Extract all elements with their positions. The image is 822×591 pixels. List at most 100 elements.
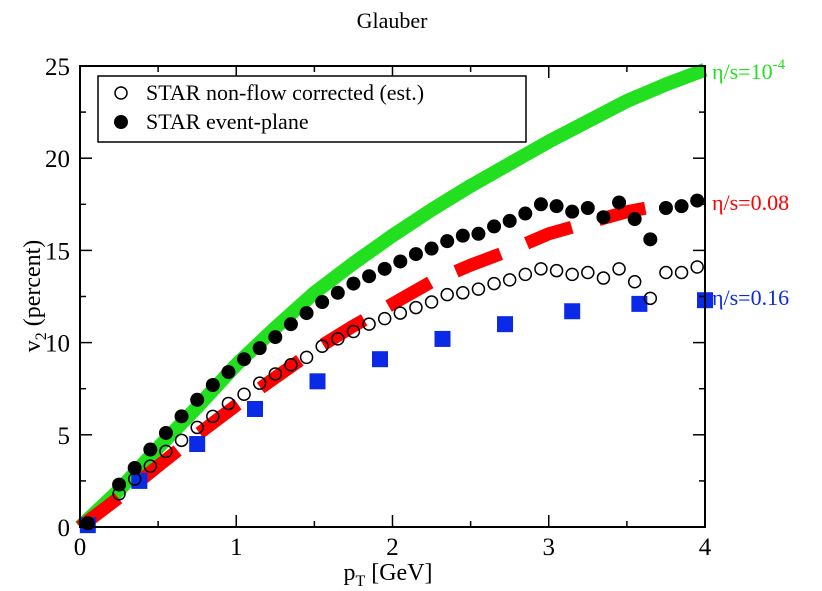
- series-nonflow-point: [393, 306, 408, 320]
- series-nonflow-point: [284, 357, 298, 372]
- series-nonflow-point: [643, 291, 658, 306]
- y-axis-label: v2 (percent): [20, 240, 50, 353]
- series-eta-0.16-marker: [631, 295, 648, 312]
- y-tick-label: 5: [58, 423, 71, 450]
- series-eventplane-point: [80, 516, 95, 531]
- series-eventplane-point: [268, 330, 283, 345]
- series-eventplane-point: [690, 193, 705, 208]
- legend-label-nonflow: STAR non-flow corrected (est.): [146, 80, 424, 105]
- series-eventplane-point: [205, 378, 220, 393]
- series-nonflow-point: [518, 267, 533, 282]
- legend-filled-circle-marker: [114, 115, 128, 129]
- series-eventplane-point: [252, 341, 267, 356]
- series-eta-0.16-marker: [309, 373, 326, 390]
- series-nonflow-point: [362, 317, 376, 331]
- series-nonflow-point: [581, 265, 595, 280]
- plot-data: [75, 63, 713, 534]
- series-eta-0.16-marker: [497, 316, 513, 333]
- series-eventplane-point: [612, 195, 627, 210]
- series-nonflow-point: [268, 367, 283, 381]
- legend: STAR non-flow corrected (est.) STAR even…: [97, 75, 527, 143]
- series-eventplane-point: [393, 254, 408, 269]
- series-nonflow-point: [565, 267, 579, 282]
- x-axis-label: pT [GeV]: [343, 560, 432, 590]
- y-axis-label-sub: 2: [33, 332, 50, 340]
- series-nonflow-point: [252, 376, 267, 390]
- annotation-eta-0.16: η/s=0.16: [712, 285, 789, 310]
- annotation-eta-1e-4-exponent: -4: [773, 57, 786, 73]
- series-eta-0.16-marker: [564, 303, 581, 320]
- legend-open-circle-marker: [114, 86, 128, 100]
- y-tick-label: 15: [45, 238, 70, 265]
- series-nonflow-point: [409, 300, 423, 315]
- series-eventplane-point: [237, 352, 252, 367]
- series-nonflow-point: [534, 262, 548, 276]
- series-eventplane-point: [565, 204, 580, 219]
- series-nonflow-point: [237, 387, 251, 401]
- chart-title: Glauber: [357, 8, 429, 33]
- series-nonflow-point: [659, 265, 673, 280]
- series-nonflow-point: [627, 274, 642, 289]
- series-nonflow-point: [174, 433, 189, 448]
- series-eventplane-point: [658, 200, 673, 215]
- annotation-eta-0.08: η/s=0.08: [712, 190, 789, 215]
- y-axis-label-unit: (percent): [20, 240, 46, 333]
- series-nonflow-point: [206, 409, 220, 424]
- series-eventplane-point: [424, 241, 439, 256]
- series-eventplane-point: [315, 295, 330, 310]
- y-tick-label: 10: [45, 331, 70, 358]
- series-nonflow-point: [299, 350, 314, 365]
- series-nonflow-point: [596, 271, 611, 285]
- series-eta-0.16-marker: [434, 330, 451, 347]
- series-eventplane-point: [549, 199, 564, 214]
- series-eta-0.08-line: [76, 197, 668, 533]
- x-tick-labels: 0 1 2 3 4: [74, 534, 712, 561]
- series-eventplane-point: [299, 306, 314, 321]
- series-nonflow-point: [471, 282, 486, 296]
- series-eventplane-point: [283, 317, 298, 332]
- series-nonflow-point: [331, 332, 345, 346]
- series-eventplane-point: [533, 197, 548, 212]
- series-eventplane-point: [518, 206, 533, 221]
- series-eventplane-point: [408, 247, 423, 262]
- series-nonflow-point: [190, 420, 204, 435]
- series-eventplane-point: [112, 477, 127, 492]
- y-tick-label: 0: [58, 515, 71, 542]
- x-axis-label-sub: T: [355, 573, 365, 590]
- series-nonflow-point: [612, 262, 626, 276]
- series-eta-0.16-marker: [372, 351, 388, 368]
- series-eventplane-point: [158, 425, 173, 440]
- series-eventplane-point: [487, 219, 502, 234]
- x-tick-label: 0: [74, 534, 87, 561]
- series-eventplane-point: [502, 213, 517, 228]
- series-eventplane-point: [190, 392, 205, 407]
- series-eventplane-point: [174, 409, 189, 424]
- series-eventplane-point: [471, 226, 486, 241]
- series-eventplane-point: [362, 269, 377, 284]
- series-nonflow-point: [502, 273, 517, 287]
- x-tick-label: 4: [699, 534, 712, 561]
- series-nonflow-point: [487, 276, 501, 291]
- y-tick-labels: 0 5 10 15 20 25: [45, 54, 70, 542]
- x-axis-label-unit: [GeV]: [365, 560, 432, 586]
- x-tick-label: 2: [386, 534, 399, 561]
- series-eventplane-point: [440, 234, 455, 249]
- series-nonflow-point: [377, 311, 392, 326]
- series-nonflow-point: [346, 324, 361, 339]
- series-nonflow-point: [424, 295, 439, 309]
- series-eventplane-point: [455, 228, 470, 243]
- series-eventplane-point: [674, 199, 689, 214]
- series-eta-0.16-marker: [189, 436, 206, 453]
- x-tick-label: 3: [543, 534, 556, 561]
- series-eventplane-point: [377, 261, 392, 276]
- series-nonflow-point: [143, 459, 158, 473]
- series-nonflow-point: [221, 396, 236, 411]
- annotation-eta-1e-4: η/s=10-4: [712, 57, 786, 84]
- series-nonflow-point: [440, 287, 454, 302]
- series-eventplane-point: [143, 442, 158, 457]
- series-eventplane-point: [221, 365, 236, 380]
- series-nonflow-point: [159, 444, 173, 459]
- series-eventplane-point: [330, 285, 345, 300]
- series-nonflow-point: [315, 339, 329, 354]
